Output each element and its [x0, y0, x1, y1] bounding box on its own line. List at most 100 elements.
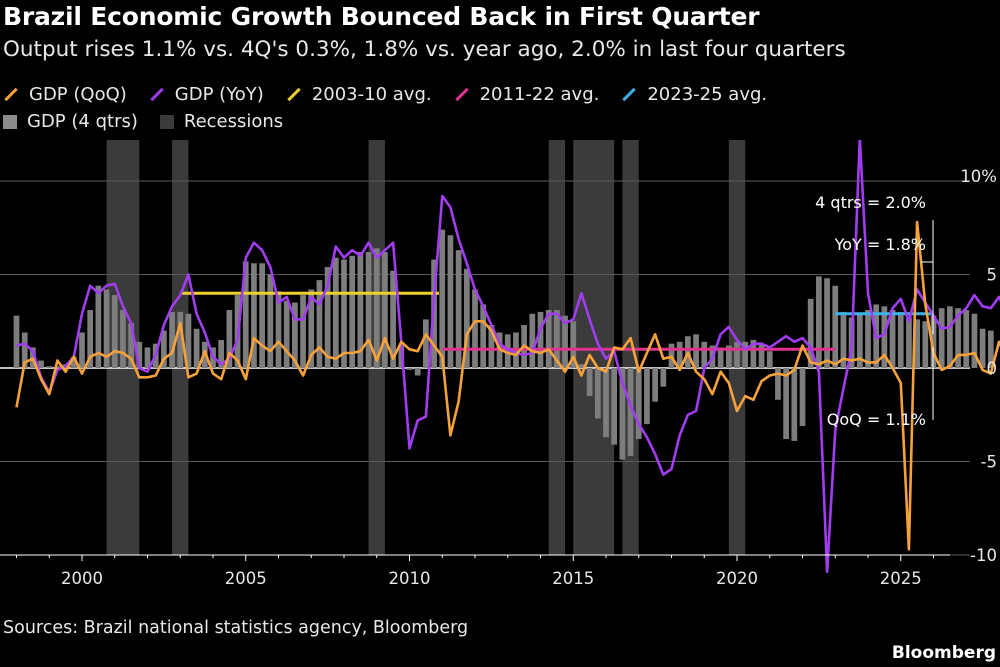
legend-row-2: GDP (4 qtrs) Recessions — [3, 111, 305, 132]
gdp-4qtrs-bar — [955, 308, 961, 368]
gdp-lines — [15, 140, 1000, 574]
annotations: 4 qtrs = 2.0% YoY = 1.8% QoQ = 1.1% — [815, 193, 934, 429]
gdp-4qtrs-bar — [406, 368, 413, 370]
gdp-4qtrs-bar — [611, 368, 618, 445]
x-tick-label: 2020 — [716, 569, 758, 585]
gdp-4qtrs-bar — [161, 330, 167, 368]
legend-swatch — [4, 87, 18, 102]
gdp-4qtrs-bar — [144, 347, 151, 368]
gdp-4qtrs-bar — [390, 270, 396, 368]
gdp-4qtrs-bar — [840, 311, 847, 368]
gdp-4qtrs-bar — [120, 310, 126, 368]
gdp-4qtrs-bar — [275, 291, 282, 368]
gdp-4qtrs-bar — [676, 341, 683, 368]
gdp-4qtrs-bar — [758, 343, 765, 368]
legend-label: Recessions — [183, 111, 284, 132]
gdp-4qtrs-bar — [316, 280, 323, 368]
gdp-4qtrs-bar — [856, 313, 863, 368]
gdp-4qtrs-bar — [218, 339, 225, 368]
chart-title: Brazil Economic Growth Bounced Back in F… — [3, 2, 760, 31]
legend-swatch — [3, 114, 17, 129]
gdp-4qtrs-bar — [365, 252, 372, 368]
gdp-4qtrs-bar — [807, 298, 814, 368]
gdp-4qtrs-bar — [21, 332, 28, 368]
x-tick-label: 2000 — [61, 569, 103, 585]
gdp-4qtrs-bar — [332, 257, 339, 368]
gdp-4qtrs-bar — [373, 248, 380, 368]
gdp-4qtrs-bar — [922, 321, 929, 368]
gdp-4qtrs-bar — [87, 310, 94, 368]
gdp-4qtrs-bar — [382, 252, 388, 368]
gdp-4qtrs-bar — [341, 259, 347, 368]
series-line — [15, 220, 1000, 551]
recession-band — [573, 140, 615, 555]
legend-item-gdp-yoy: GDP (YoY) — [149, 84, 264, 105]
gdp-4qtrs-bar — [79, 332, 85, 368]
gdp-4qtrs-bar — [799, 368, 806, 426]
gdp-4qtrs-bar — [300, 295, 306, 368]
legend-label: GDP (4 qtrs) — [27, 111, 138, 132]
legend-item-gdp-qoq: GDP (QoQ) — [3, 84, 127, 105]
gdp-4qtrs-bar — [169, 311, 175, 368]
gdp-4qtrs-bar — [193, 328, 200, 368]
gdp-4qtrs-bar — [832, 285, 839, 368]
recession-band — [622, 140, 639, 555]
gdp-4qtrs-bar — [177, 311, 184, 368]
annotation-label: 4 qtrs = 2.0% — [815, 193, 926, 212]
gdp-4qtrs-bar — [660, 368, 667, 387]
annotation-connector — [921, 261, 934, 335]
gdp-4qtrs-bar — [414, 368, 421, 376]
gdp-4qtrs-bar — [766, 351, 773, 368]
x-tick-label: 2010 — [389, 569, 431, 585]
gdp-4qtrs-bar — [586, 368, 593, 397]
gdp-4qtrs-bar — [259, 263, 265, 368]
gdp-4qtrs-bar — [70, 356, 77, 368]
gdp-4qtrs-bar — [742, 341, 749, 368]
gdp-4qtrs-bar — [693, 334, 699, 368]
gdp-4qtrs-bar — [603, 368, 609, 438]
gdp-4qtrs-bar — [554, 310, 560, 368]
gdp-4qtrs-bar — [447, 235, 454, 368]
gdp-4qtrs-bar — [13, 315, 20, 368]
gdp-4qtrs-bar — [652, 368, 658, 402]
gdp-4qtrs-bar — [349, 255, 356, 368]
gdp-4qtrs-bar — [897, 311, 904, 368]
legend-item-avg-2023-25: 2023-25 avg. — [621, 84, 767, 105]
gdp-4qtrs-bar — [488, 324, 495, 368]
gdp-4qtrs-bar — [480, 304, 487, 368]
series-line — [16, 140, 1000, 574]
gdp-4qtrs-bar — [578, 364, 585, 368]
gdp-4qtrs-bar — [504, 334, 511, 368]
legend-label: GDP (YoY) — [174, 84, 264, 105]
gdp-4qtrs-bar — [987, 330, 994, 368]
legend-label: 2003-10 avg. — [311, 84, 432, 105]
y-tick-label: -5 — [981, 453, 997, 472]
gdp-4qtrs-bar — [251, 263, 257, 368]
gdp-4qtrs-bar — [775, 368, 781, 400]
gdp-4qtrs-bar — [881, 306, 888, 368]
gdp-4qtrs-bar — [816, 276, 822, 368]
legend-label: 2011-22 avg. — [479, 84, 600, 105]
gdp-4qtrs-bar — [947, 306, 953, 368]
gdp-4qtrs-bar — [537, 311, 544, 368]
gdp-4qtrs-bar — [423, 319, 429, 368]
gdp-4qtrs-bar — [725, 345, 732, 368]
gdp-4qtrs-bar — [38, 360, 44, 368]
gdp-4qtrs-bar — [185, 313, 192, 368]
gdp-4qtrs-bar — [717, 347, 724, 368]
gdp-chart: 4 qtrs = 2.0%YoY = 1.8%QoQ = 1.1% 2000 20… — [0, 140, 1000, 585]
gdp-4qtrs-bar — [635, 368, 642, 440]
gdp-4qtrs-bar — [824, 278, 830, 368]
gdp-4qtrs-bar — [267, 274, 274, 368]
gdp-4qtrs-bar — [963, 310, 970, 368]
annotation-label: YoY = 1.8% — [834, 235, 926, 254]
gdp-4qtrs-bar — [562, 315, 568, 368]
legend-item-avg-2003-10: 2003-10 avg. — [286, 84, 432, 105]
gdp-4qtrs-bar — [644, 368, 650, 425]
gdp-4qtrs-bar — [570, 321, 577, 368]
gdp-4qtrs-bar — [103, 289, 110, 368]
gdp-4qtrs-bar — [734, 341, 740, 368]
gdp-4qtrs-bar — [979, 328, 986, 368]
gdp-4qtrs-bar — [971, 313, 978, 368]
gdp-4qtrs-bar — [308, 289, 315, 368]
